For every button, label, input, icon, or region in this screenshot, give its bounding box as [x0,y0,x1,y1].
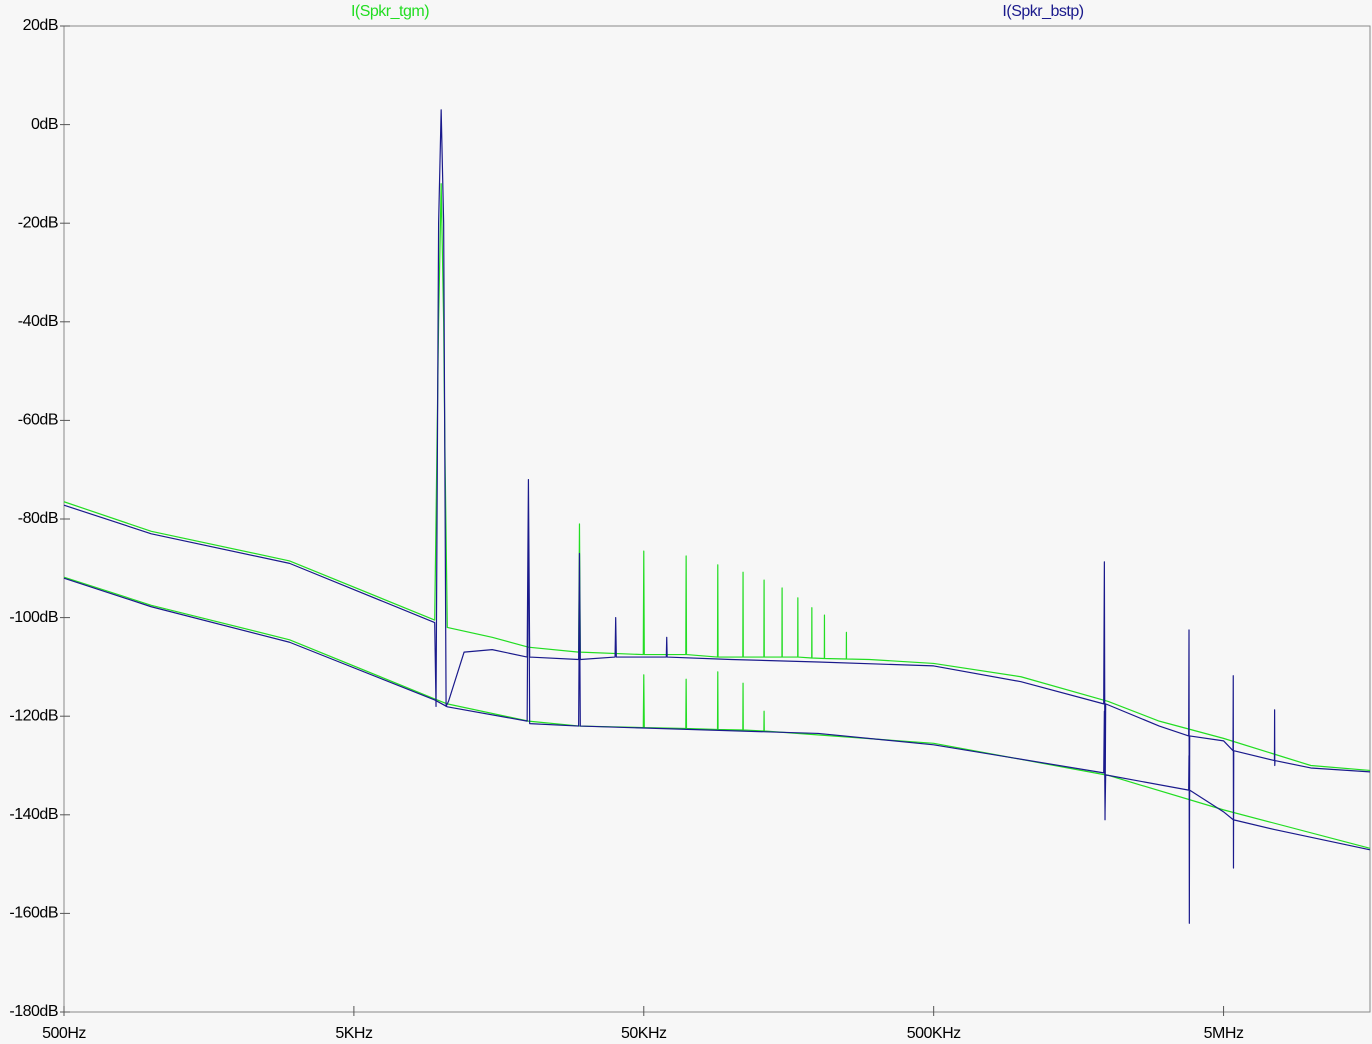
series-line [63,109,1371,924]
y-tick-label: -180dB [9,1003,58,1020]
legend-label: I(Spkr_tgm) [351,3,429,20]
legend-label: I(Spkr_bstp) [1002,3,1083,20]
x-tick-label: 5MHz [1204,1025,1244,1042]
plot-frame [63,25,1371,1013]
x-tick-label: 500Hz [42,1025,86,1042]
y-tick-label: -60dB [18,412,58,429]
y-tick-label: -20dB [18,214,58,231]
x-tick-label: 50KHz [621,1025,667,1042]
y-tick-label: -120dB [9,707,58,724]
x-tick-label: 500KHz [907,1025,961,1042]
y-tick-label: -100dB [9,609,58,626]
y-tick-label: -160dB [9,905,58,922]
y-tick-label: -80dB [18,510,58,527]
y-tick-label: -140dB [9,806,58,823]
series-line [63,183,1371,849]
y-tick-label: 0dB [31,116,58,133]
x-tick-label: 5KHz [335,1025,373,1042]
y-tick-label: 20dB [23,17,58,34]
y-tick-label: -40dB [18,313,58,330]
